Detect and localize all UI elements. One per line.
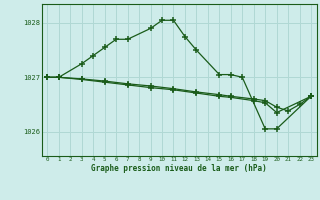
- X-axis label: Graphe pression niveau de la mer (hPa): Graphe pression niveau de la mer (hPa): [91, 164, 267, 173]
